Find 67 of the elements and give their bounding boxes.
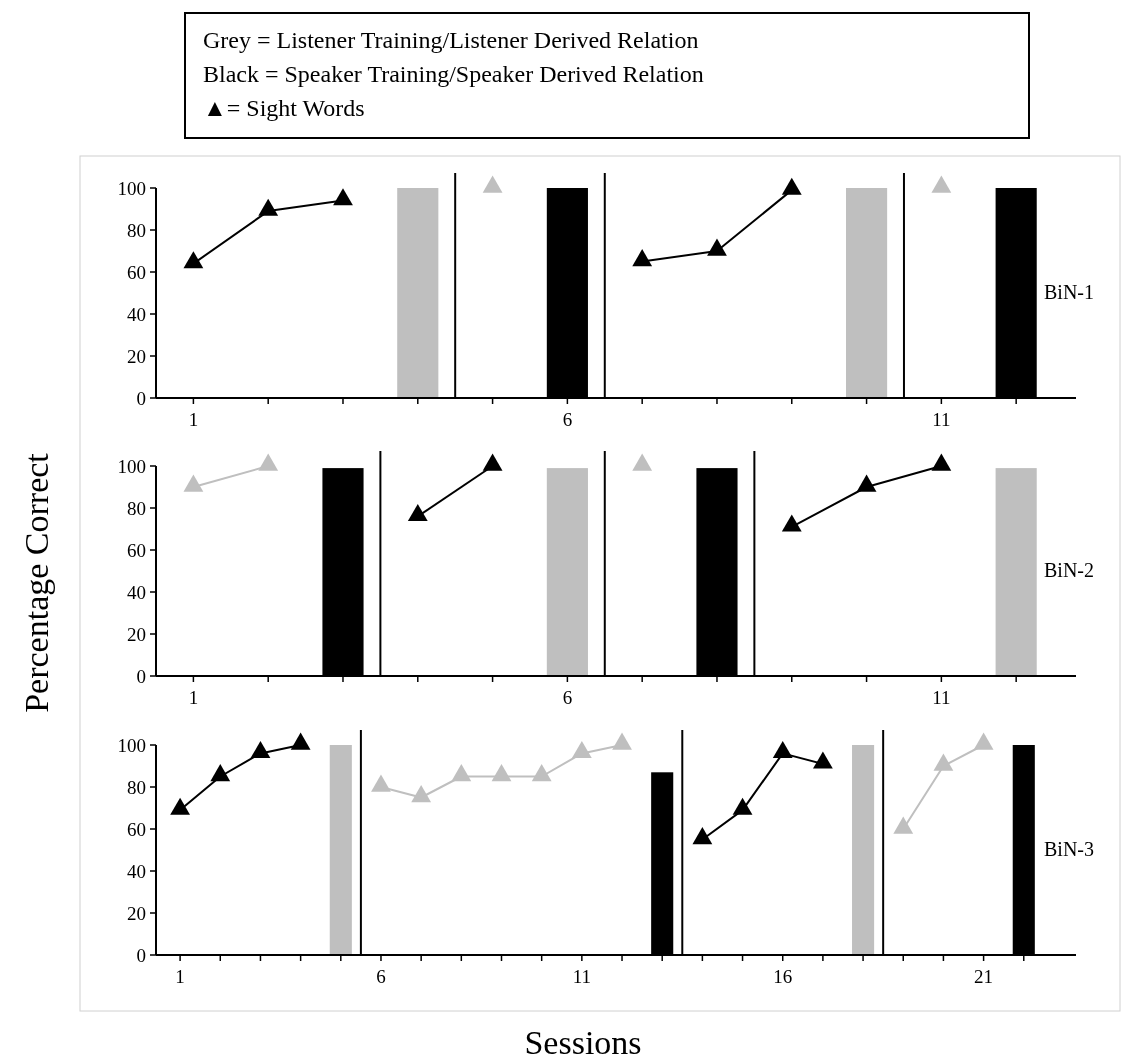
text: BiN-1 bbox=[1044, 281, 1094, 303]
point bbox=[451, 764, 472, 782]
y-tick-label: 40 bbox=[127, 581, 146, 603]
y-tick-label: 40 bbox=[127, 860, 146, 882]
point bbox=[491, 764, 512, 782]
point bbox=[632, 453, 653, 471]
y-tick-label: 100 bbox=[117, 455, 146, 477]
x-axis-title: Sessions bbox=[524, 1024, 642, 1059]
point bbox=[781, 514, 802, 532]
y-tick-label: 20 bbox=[127, 345, 146, 367]
point bbox=[170, 797, 191, 815]
point bbox=[772, 740, 793, 759]
y-tick-label: 80 bbox=[127, 776, 146, 798]
point bbox=[531, 764, 552, 782]
y-tick-label: 0 bbox=[136, 944, 146, 966]
point bbox=[612, 732, 632, 750]
point bbox=[781, 177, 802, 195]
point bbox=[571, 740, 592, 759]
point bbox=[632, 249, 653, 267]
y-tick-label: 20 bbox=[127, 902, 146, 924]
point bbox=[732, 797, 753, 815]
y-tick-label: 80 bbox=[127, 219, 146, 241]
y-tick-label: 100 bbox=[117, 177, 146, 199]
point bbox=[258, 198, 279, 216]
text: BiN-2 bbox=[1044, 559, 1094, 581]
x-tick-label: 11 bbox=[572, 966, 591, 987]
point bbox=[893, 816, 914, 834]
point bbox=[973, 732, 994, 750]
x-tick-label: 1 bbox=[188, 687, 199, 708]
x-tick-label: 11 bbox=[932, 409, 951, 430]
x-tick-label: 21 bbox=[974, 966, 994, 987]
y-tick-label: 60 bbox=[127, 818, 146, 840]
y-tick-label: 100 bbox=[117, 734, 146, 756]
text: Grey = Listener Training/Listener Derived Relation bbox=[203, 27, 699, 53]
text: Black = Speaker Training/Speaker Derived Relation bbox=[203, 61, 704, 87]
y-tick-label: 60 bbox=[127, 261, 146, 283]
point bbox=[250, 740, 271, 759]
y-tick-label: 0 bbox=[136, 665, 146, 687]
point bbox=[931, 453, 952, 471]
x-tick-label: 6 bbox=[562, 409, 573, 430]
x-tick-label: 6 bbox=[562, 687, 573, 708]
point bbox=[183, 251, 204, 269]
point bbox=[933, 753, 954, 771]
x-tick-label: 1 bbox=[188, 409, 199, 430]
text: BiN-3 bbox=[1044, 838, 1094, 860]
point bbox=[692, 827, 713, 845]
point bbox=[411, 785, 432, 803]
point bbox=[856, 474, 877, 492]
y-tick-label: 80 bbox=[127, 497, 146, 519]
x-tick-label: 11 bbox=[932, 687, 951, 708]
point bbox=[371, 774, 391, 792]
y-axis-title: Percentage Correct bbox=[18, 452, 55, 713]
point bbox=[210, 764, 231, 782]
x-tick-label: 1 bbox=[175, 966, 185, 987]
y-tick-label: 40 bbox=[127, 303, 146, 325]
point bbox=[931, 175, 952, 193]
x-tick-label: 16 bbox=[773, 966, 793, 987]
point bbox=[482, 175, 503, 193]
point bbox=[812, 751, 833, 769]
x-tick-label: 6 bbox=[376, 966, 386, 987]
y-tick-label: 60 bbox=[127, 539, 146, 561]
point bbox=[290, 732, 311, 750]
point bbox=[333, 188, 353, 206]
text: ▲= Sight Words bbox=[203, 95, 365, 121]
point bbox=[707, 238, 727, 256]
y-tick-label: 20 bbox=[127, 623, 146, 645]
y-tick-label: 0 bbox=[136, 387, 146, 409]
